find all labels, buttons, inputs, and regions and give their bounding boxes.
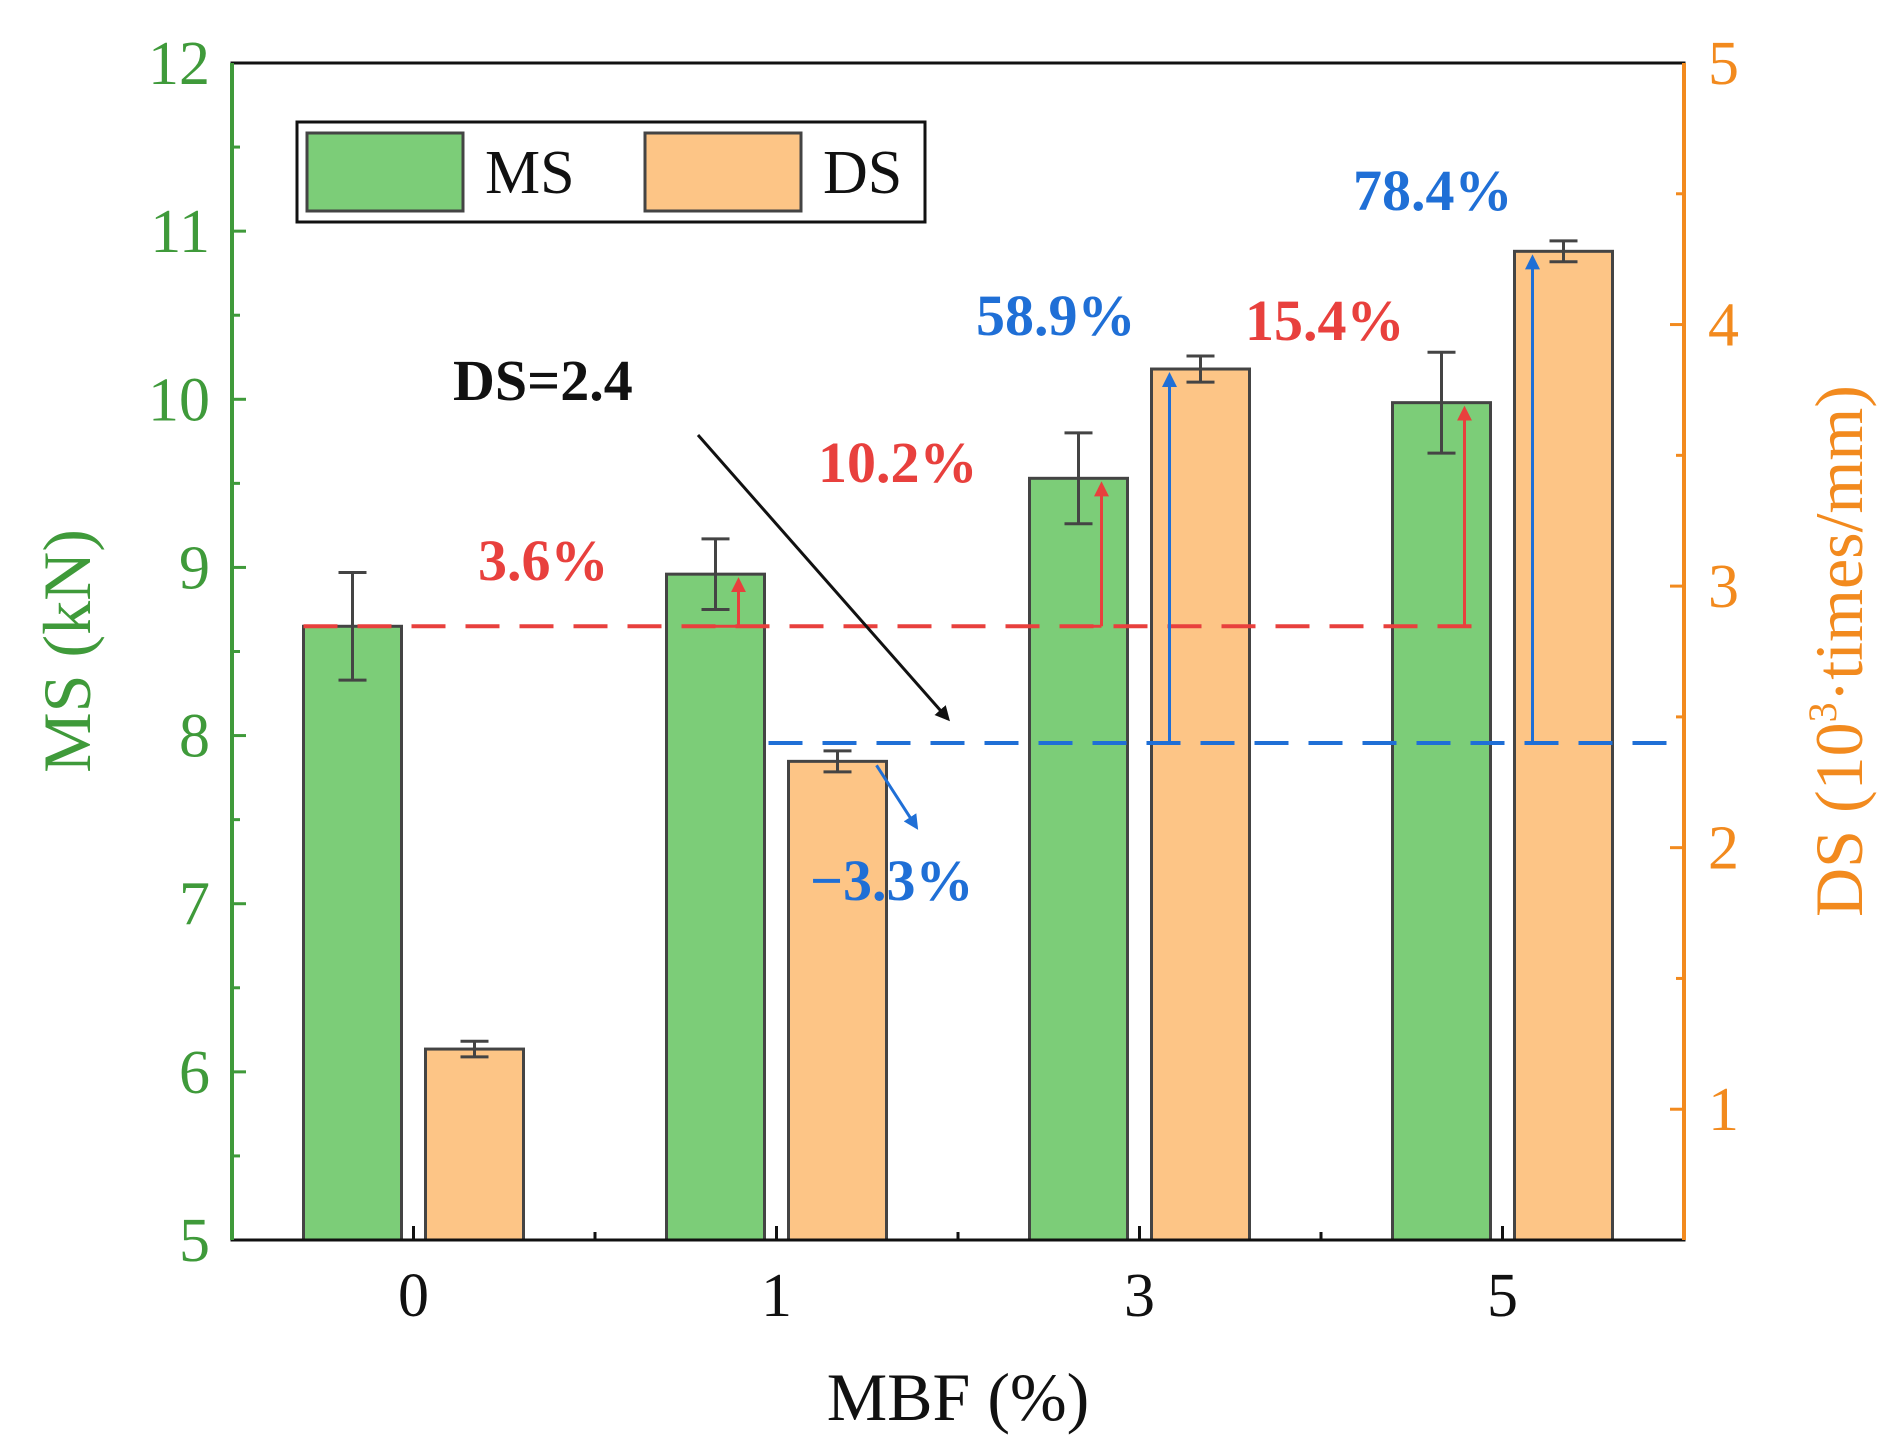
ds-bar [1513,249,1614,1242]
ms-bar [1028,476,1129,1242]
ds-bar [787,759,888,1242]
x-axis-title: MBF (%) [827,1359,1090,1435]
ms-bar [665,572,766,1242]
ds-change-label-1: −3.3% [810,848,974,913]
legend-swatch-ds [643,131,803,213]
y-left-tick-label: 5 [179,1207,210,1275]
y-left-tick-label: 8 [179,703,210,771]
bars [302,249,1614,1242]
y-axis-right-title-sup: 3 [1800,702,1845,722]
y-axis-left-title: MS (kN) [29,529,105,773]
y-right-tick-label: 1 [1708,1076,1739,1144]
y-left-tick-label: 11 [150,198,210,266]
ds-callout-arrow [696,434,950,722]
y-left-tick-label: 9 [179,534,210,602]
ms-change-label-3: 10.2% [818,430,978,495]
y-right-tick-label: 5 [1708,30,1739,98]
ms-change-label-1: 3.6% [478,528,609,593]
x-tick-label: 3 [1124,1262,1155,1330]
ms-bar [302,624,403,1242]
ds-change-label-3: 58.9% [976,283,1136,348]
y-axis-right-title-suffix: ·times/mm) [1801,385,1877,702]
legend-label-ds: DS [823,139,902,207]
ms-bar [1391,401,1492,1242]
legend: MS DS [295,120,927,224]
ds-bar [1150,367,1251,1242]
x-tick-label: 1 [761,1262,792,1330]
y-axis-right-title: DS (103·times/mm) [1800,385,1877,917]
y-left-tick-label: 7 [179,871,210,939]
error-bars [338,239,1578,1059]
legend-label-ms: MS [485,139,575,207]
annotations [696,254,1540,830]
ds-callout-label: DS=2.4 [453,348,633,413]
x-tick-label: 5 [1487,1262,1518,1330]
ds-decrease-arrow [875,764,919,830]
y-right-tick-label: 4 [1708,292,1739,360]
ds-bar [424,1047,525,1242]
y-right-tick-label: 2 [1708,815,1739,883]
y-left-tick-label: 10 [148,366,210,434]
y-right-tick-label: 3 [1708,553,1739,621]
y-left-tick-label: 6 [179,1039,210,1107]
legend-swatch-ms [305,131,465,213]
x-tick-label: 0 [398,1262,429,1330]
y-axis-right-title-prefix: DS (10 [1801,722,1877,917]
ds-change-label-5: 78.4% [1353,158,1513,223]
ms-change-label-5: 15.4% [1245,288,1405,353]
y-left-tick-label: 12 [148,30,210,98]
